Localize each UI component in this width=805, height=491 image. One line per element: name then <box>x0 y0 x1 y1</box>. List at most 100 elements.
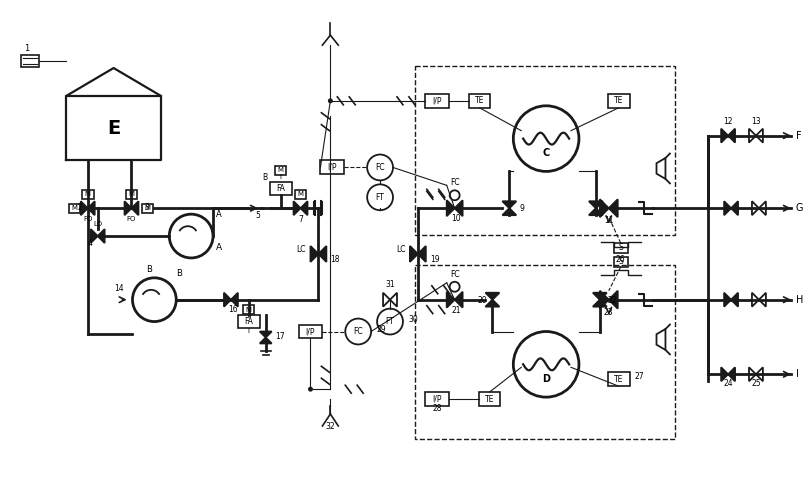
Polygon shape <box>260 337 272 343</box>
Polygon shape <box>390 293 397 307</box>
Text: FC: FC <box>375 163 385 172</box>
Bar <box>613 257 628 267</box>
Bar <box>243 305 254 314</box>
Bar <box>608 94 630 108</box>
Text: C: C <box>543 148 550 159</box>
Bar <box>320 161 345 174</box>
Text: 9: 9 <box>519 204 524 213</box>
Polygon shape <box>502 208 516 215</box>
Text: 22: 22 <box>608 296 617 305</box>
Text: M: M <box>278 167 283 173</box>
Polygon shape <box>485 293 499 300</box>
Text: I/P: I/P <box>432 96 441 106</box>
Polygon shape <box>600 199 609 217</box>
Text: 4: 4 <box>88 239 93 248</box>
Text: I: I <box>795 369 799 379</box>
Text: 10: 10 <box>452 214 461 223</box>
Bar <box>142 204 153 213</box>
Polygon shape <box>756 367 763 381</box>
Text: B: B <box>262 173 268 182</box>
Polygon shape <box>300 201 308 215</box>
Text: 16: 16 <box>228 304 237 314</box>
Polygon shape <box>752 201 759 215</box>
Text: 29: 29 <box>376 325 386 333</box>
Bar <box>415 66 675 235</box>
Polygon shape <box>724 201 731 215</box>
Text: LC: LC <box>396 245 406 254</box>
Text: FT: FT <box>386 317 394 326</box>
Polygon shape <box>721 367 728 381</box>
Text: D: D <box>542 374 550 384</box>
Text: 1: 1 <box>24 44 29 53</box>
Polygon shape <box>131 201 138 215</box>
Text: B: B <box>176 269 182 278</box>
Text: 27: 27 <box>634 372 644 381</box>
Polygon shape <box>231 293 238 307</box>
Text: LC: LC <box>296 245 306 254</box>
Polygon shape <box>609 291 617 309</box>
Bar <box>270 182 291 195</box>
Bar <box>469 94 490 108</box>
Text: 32: 32 <box>325 422 335 431</box>
Polygon shape <box>88 201 95 215</box>
Text: M: M <box>246 307 252 313</box>
Bar <box>21 55 39 67</box>
Text: TE: TE <box>614 375 623 384</box>
Text: TE: TE <box>475 96 484 106</box>
Text: 26: 26 <box>616 255 625 264</box>
Polygon shape <box>728 129 735 142</box>
Polygon shape <box>756 129 763 142</box>
Bar <box>69 204 80 213</box>
Text: 3: 3 <box>144 203 149 212</box>
Polygon shape <box>609 199 617 217</box>
Circle shape <box>308 387 313 392</box>
Polygon shape <box>592 293 607 300</box>
Bar <box>425 392 448 406</box>
Text: FO: FO <box>83 216 93 222</box>
Text: 30: 30 <box>408 315 418 324</box>
Circle shape <box>328 98 332 103</box>
Polygon shape <box>759 293 766 307</box>
Text: 12: 12 <box>724 117 733 126</box>
Polygon shape <box>311 246 319 262</box>
Bar <box>608 372 630 386</box>
Text: 7: 7 <box>298 215 303 224</box>
Polygon shape <box>592 300 607 307</box>
Bar <box>295 190 307 199</box>
Polygon shape <box>447 292 455 308</box>
Polygon shape <box>294 201 300 215</box>
Polygon shape <box>418 246 426 262</box>
Polygon shape <box>759 201 766 215</box>
Text: 5: 5 <box>256 211 261 220</box>
Polygon shape <box>125 201 131 215</box>
Polygon shape <box>80 201 88 215</box>
Text: S: S <box>618 244 623 252</box>
Text: FA: FA <box>245 317 254 326</box>
Polygon shape <box>752 293 759 307</box>
Text: 14: 14 <box>114 284 124 293</box>
Text: FC: FC <box>353 327 363 336</box>
Text: A: A <box>216 243 222 252</box>
Text: 28: 28 <box>432 404 441 413</box>
Text: TE: TE <box>485 395 494 404</box>
Bar <box>478 392 501 406</box>
Text: 23: 23 <box>604 307 613 317</box>
Polygon shape <box>721 129 728 142</box>
Polygon shape <box>728 367 735 381</box>
Polygon shape <box>91 229 97 243</box>
Bar <box>299 325 323 338</box>
Text: 18: 18 <box>330 255 340 264</box>
Text: 21: 21 <box>452 305 461 315</box>
Polygon shape <box>319 246 326 262</box>
Text: B: B <box>147 265 152 274</box>
Text: A: A <box>216 210 221 219</box>
Bar <box>238 315 260 328</box>
Text: FO: FO <box>127 216 136 222</box>
Bar <box>275 166 286 175</box>
Polygon shape <box>731 293 738 307</box>
Bar <box>126 190 138 199</box>
Text: M: M <box>85 191 91 197</box>
Polygon shape <box>749 129 756 142</box>
Polygon shape <box>600 291 609 309</box>
Polygon shape <box>724 293 731 307</box>
